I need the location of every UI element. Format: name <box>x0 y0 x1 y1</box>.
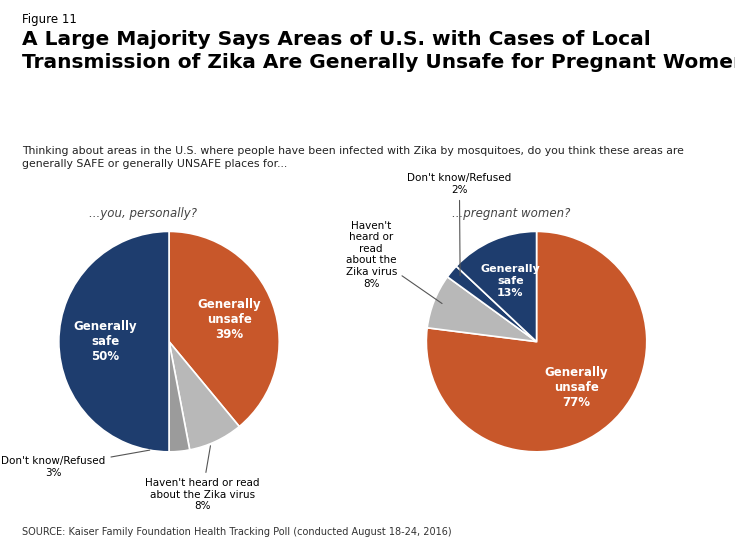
Wedge shape <box>448 266 537 342</box>
Text: KAISER: KAISER <box>632 494 680 507</box>
Text: FOUNDATION: FOUNDATION <box>638 525 674 530</box>
Text: Figure 11: Figure 11 <box>22 13 77 26</box>
Wedge shape <box>169 231 279 426</box>
Text: Generally
safe
50%: Generally safe 50% <box>74 320 137 363</box>
Text: Haven't
heard or
read
about the
Zika virus
8%: Haven't heard or read about the Zika vir… <box>345 220 442 304</box>
Text: FAMILY: FAMILY <box>633 507 679 520</box>
Text: Generally
unsafe
39%: Generally unsafe 39% <box>198 299 261 342</box>
Wedge shape <box>427 277 537 342</box>
Wedge shape <box>426 231 647 452</box>
Text: SOURCE: Kaiser Family Foundation Health Tracking Poll (conducted August 18-24, 2: SOURCE: Kaiser Family Foundation Health … <box>22 527 452 537</box>
Text: Don't know/Refused
3%: Don't know/Refused 3% <box>1 450 150 478</box>
Text: Generally
unsafe
77%: Generally unsafe 77% <box>545 365 609 409</box>
Text: A Large Majority Says Areas of U.S. with Cases of Local
Transmission of Zika Are: A Large Majority Says Areas of U.S. with… <box>22 30 735 72</box>
Wedge shape <box>456 231 537 342</box>
Text: ...pregnant women?: ...pregnant women? <box>451 207 570 220</box>
Text: THE HENRY J.: THE HENRY J. <box>638 484 674 489</box>
Text: Generally
safe
13%: Generally safe 13% <box>481 264 540 298</box>
Text: ...you, personally?: ...you, personally? <box>90 207 197 220</box>
Wedge shape <box>59 231 169 452</box>
Wedge shape <box>169 342 240 450</box>
Text: Don't know/Refused
2%: Don't know/Refused 2% <box>407 173 512 276</box>
Text: Thinking about areas in the U.S. where people have been infected with Zika by mo: Thinking about areas in the U.S. where p… <box>22 146 684 169</box>
Text: Haven't heard or read
about the Zika virus
8%: Haven't heard or read about the Zika vir… <box>145 446 259 511</box>
Wedge shape <box>169 342 190 452</box>
